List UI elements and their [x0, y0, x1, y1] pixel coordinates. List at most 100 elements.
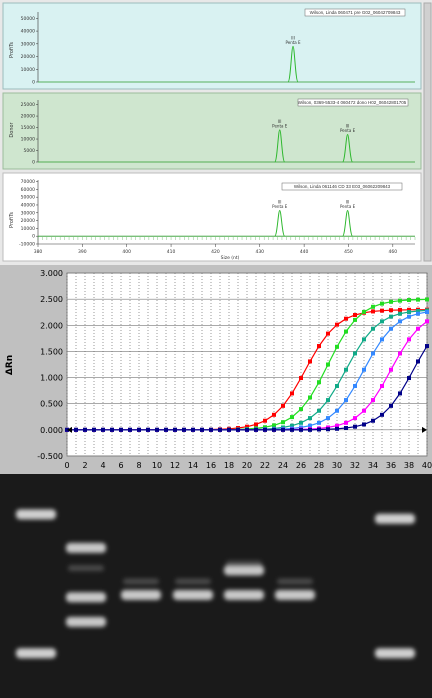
qpcr-point: [389, 308, 393, 313]
qpcr-point: [272, 427, 276, 432]
ep-peak-allele: III: [278, 199, 282, 204]
qpcr-point: [335, 408, 339, 413]
qpcr-point: [398, 319, 402, 324]
qpcr-point: [407, 298, 411, 303]
qpcr-point: [317, 344, 321, 349]
qpcr-point: [353, 416, 357, 421]
ep-y-tick-label: 25000: [21, 102, 35, 108]
gel-band: [66, 592, 106, 603]
qpcr-point: [389, 403, 393, 408]
qpcr-x-tick-label: 6: [118, 461, 123, 470]
ep-x-label: Size (nt): [221, 255, 240, 261]
ep-label-box-1: [304, 8, 406, 17]
qpcr-point: [101, 427, 105, 432]
ep-peak: [274, 209, 286, 237]
qpcr-point: [344, 398, 348, 403]
qpcr-point: [362, 337, 366, 342]
ep-label-box-2: [297, 98, 409, 107]
qpcr-x-tick-label: 36: [386, 461, 396, 470]
qpcr-y-tick-label: 1.500: [40, 347, 63, 356]
qpcr-point: [173, 427, 177, 432]
ep-y-tick-label: 30000: [21, 41, 35, 47]
qpcr-x-tick-label: 24: [278, 461, 288, 470]
ep-x-tick-label: 420: [211, 249, 220, 255]
qpcr-arrow-right: [422, 426, 427, 433]
qpcr-point: [308, 359, 312, 364]
qpcr-point: [191, 427, 195, 432]
qpcr-x-tick-label: 2: [82, 461, 87, 470]
qpcr-point: [299, 376, 303, 381]
qpcr-point: [110, 427, 114, 432]
ep-y-tick-label: 10000: [21, 226, 35, 232]
ep-x-tick-label: 410: [167, 249, 176, 255]
gel-image: [0, 474, 432, 698]
qpcr-point: [74, 427, 78, 432]
qpcr-point: [182, 427, 186, 432]
qpcr-point: [245, 424, 249, 429]
qpcr-point: [335, 426, 339, 431]
qpcr-point: [281, 427, 285, 432]
qpcr-point: [272, 412, 276, 417]
qpcr-x-tick-label: 38: [404, 461, 414, 470]
gel-band: [66, 542, 106, 553]
ep-peak-marker: Penta E: [285, 40, 301, 45]
qpcr-point: [371, 326, 375, 331]
qpcr-point: [371, 351, 375, 356]
qpcr-point: [389, 367, 393, 372]
qpcr-point: [398, 311, 402, 316]
ep-y-tick-label: 50000: [21, 16, 35, 22]
qpcr-point: [326, 331, 330, 336]
qpcr-x-tick-label: 30: [332, 461, 342, 470]
qpcr-point: [299, 407, 303, 412]
qpcr-point: [308, 427, 312, 432]
qpcr-point: [254, 422, 258, 427]
ep-y-tick-label: 10000: [21, 137, 35, 143]
qpcr-point: [317, 380, 321, 385]
ep-peak-marker: Penta E: [272, 123, 288, 128]
qpcr-point: [362, 422, 366, 427]
qpcr-point: [335, 423, 339, 428]
gel-band: [66, 616, 106, 627]
ep-y-tick-label: 40000: [21, 29, 35, 35]
qpcr-point: [308, 423, 312, 428]
qpcr-point: [389, 314, 393, 319]
qpcr-x-tick-label: 8: [136, 461, 141, 470]
qpcr-y-tick-label: 0.500: [40, 400, 63, 409]
ep-peak-allele: III: [278, 119, 282, 124]
ep-peak-allele: III: [346, 199, 350, 204]
qpcr-point: [299, 427, 303, 432]
qpcr-point: [407, 307, 411, 312]
gel-band: [375, 513, 415, 524]
qpcr-point: [254, 427, 258, 432]
ep-y-tick-label: 20000: [21, 54, 35, 60]
ep-peak-allele: III: [346, 123, 350, 128]
qpcr-x-tick-label: 4: [100, 461, 105, 470]
ep-y-label-3: ProfiTs: [9, 212, 15, 228]
qpcr-point: [164, 427, 168, 432]
qpcr-y-tick-label: -0.500: [37, 452, 63, 461]
ep-peak: [342, 133, 354, 163]
qpcr-point: [398, 307, 402, 312]
qpcr-point: [326, 362, 330, 367]
qpcr-point: [200, 427, 204, 432]
electropherogram: 50000400003000020000100000IPenta EIIIPen…: [0, 0, 432, 265]
qpcr-point: [416, 359, 420, 364]
ep-y-tick-label: 50000: [21, 195, 35, 201]
qpcr-point: [362, 309, 366, 314]
ep-y-label-2: Donor: [9, 121, 15, 137]
ep-y-tick-label: 15000: [21, 125, 35, 131]
qpcr-point: [371, 304, 375, 309]
ep-y-tick-label: 0: [32, 234, 35, 240]
ep-y-tick-label: 0: [32, 160, 35, 166]
qpcr-point: [146, 427, 150, 432]
qpcr-point: [344, 420, 348, 425]
qpcr-x-tick-label: 18: [224, 461, 234, 470]
ep-panel-3-label: Wilson, Linda 061146 CD 33 E03_060622098…: [294, 184, 391, 189]
gel-band: [375, 648, 415, 659]
ep-scrollbar[interactable]: [423, 2, 432, 262]
qpcr-x-tick-label: 22: [260, 461, 270, 470]
qpcr-point: [137, 427, 141, 432]
qpcr-y-tick-label: 0.000: [40, 426, 63, 435]
qpcr-point: [344, 316, 348, 321]
